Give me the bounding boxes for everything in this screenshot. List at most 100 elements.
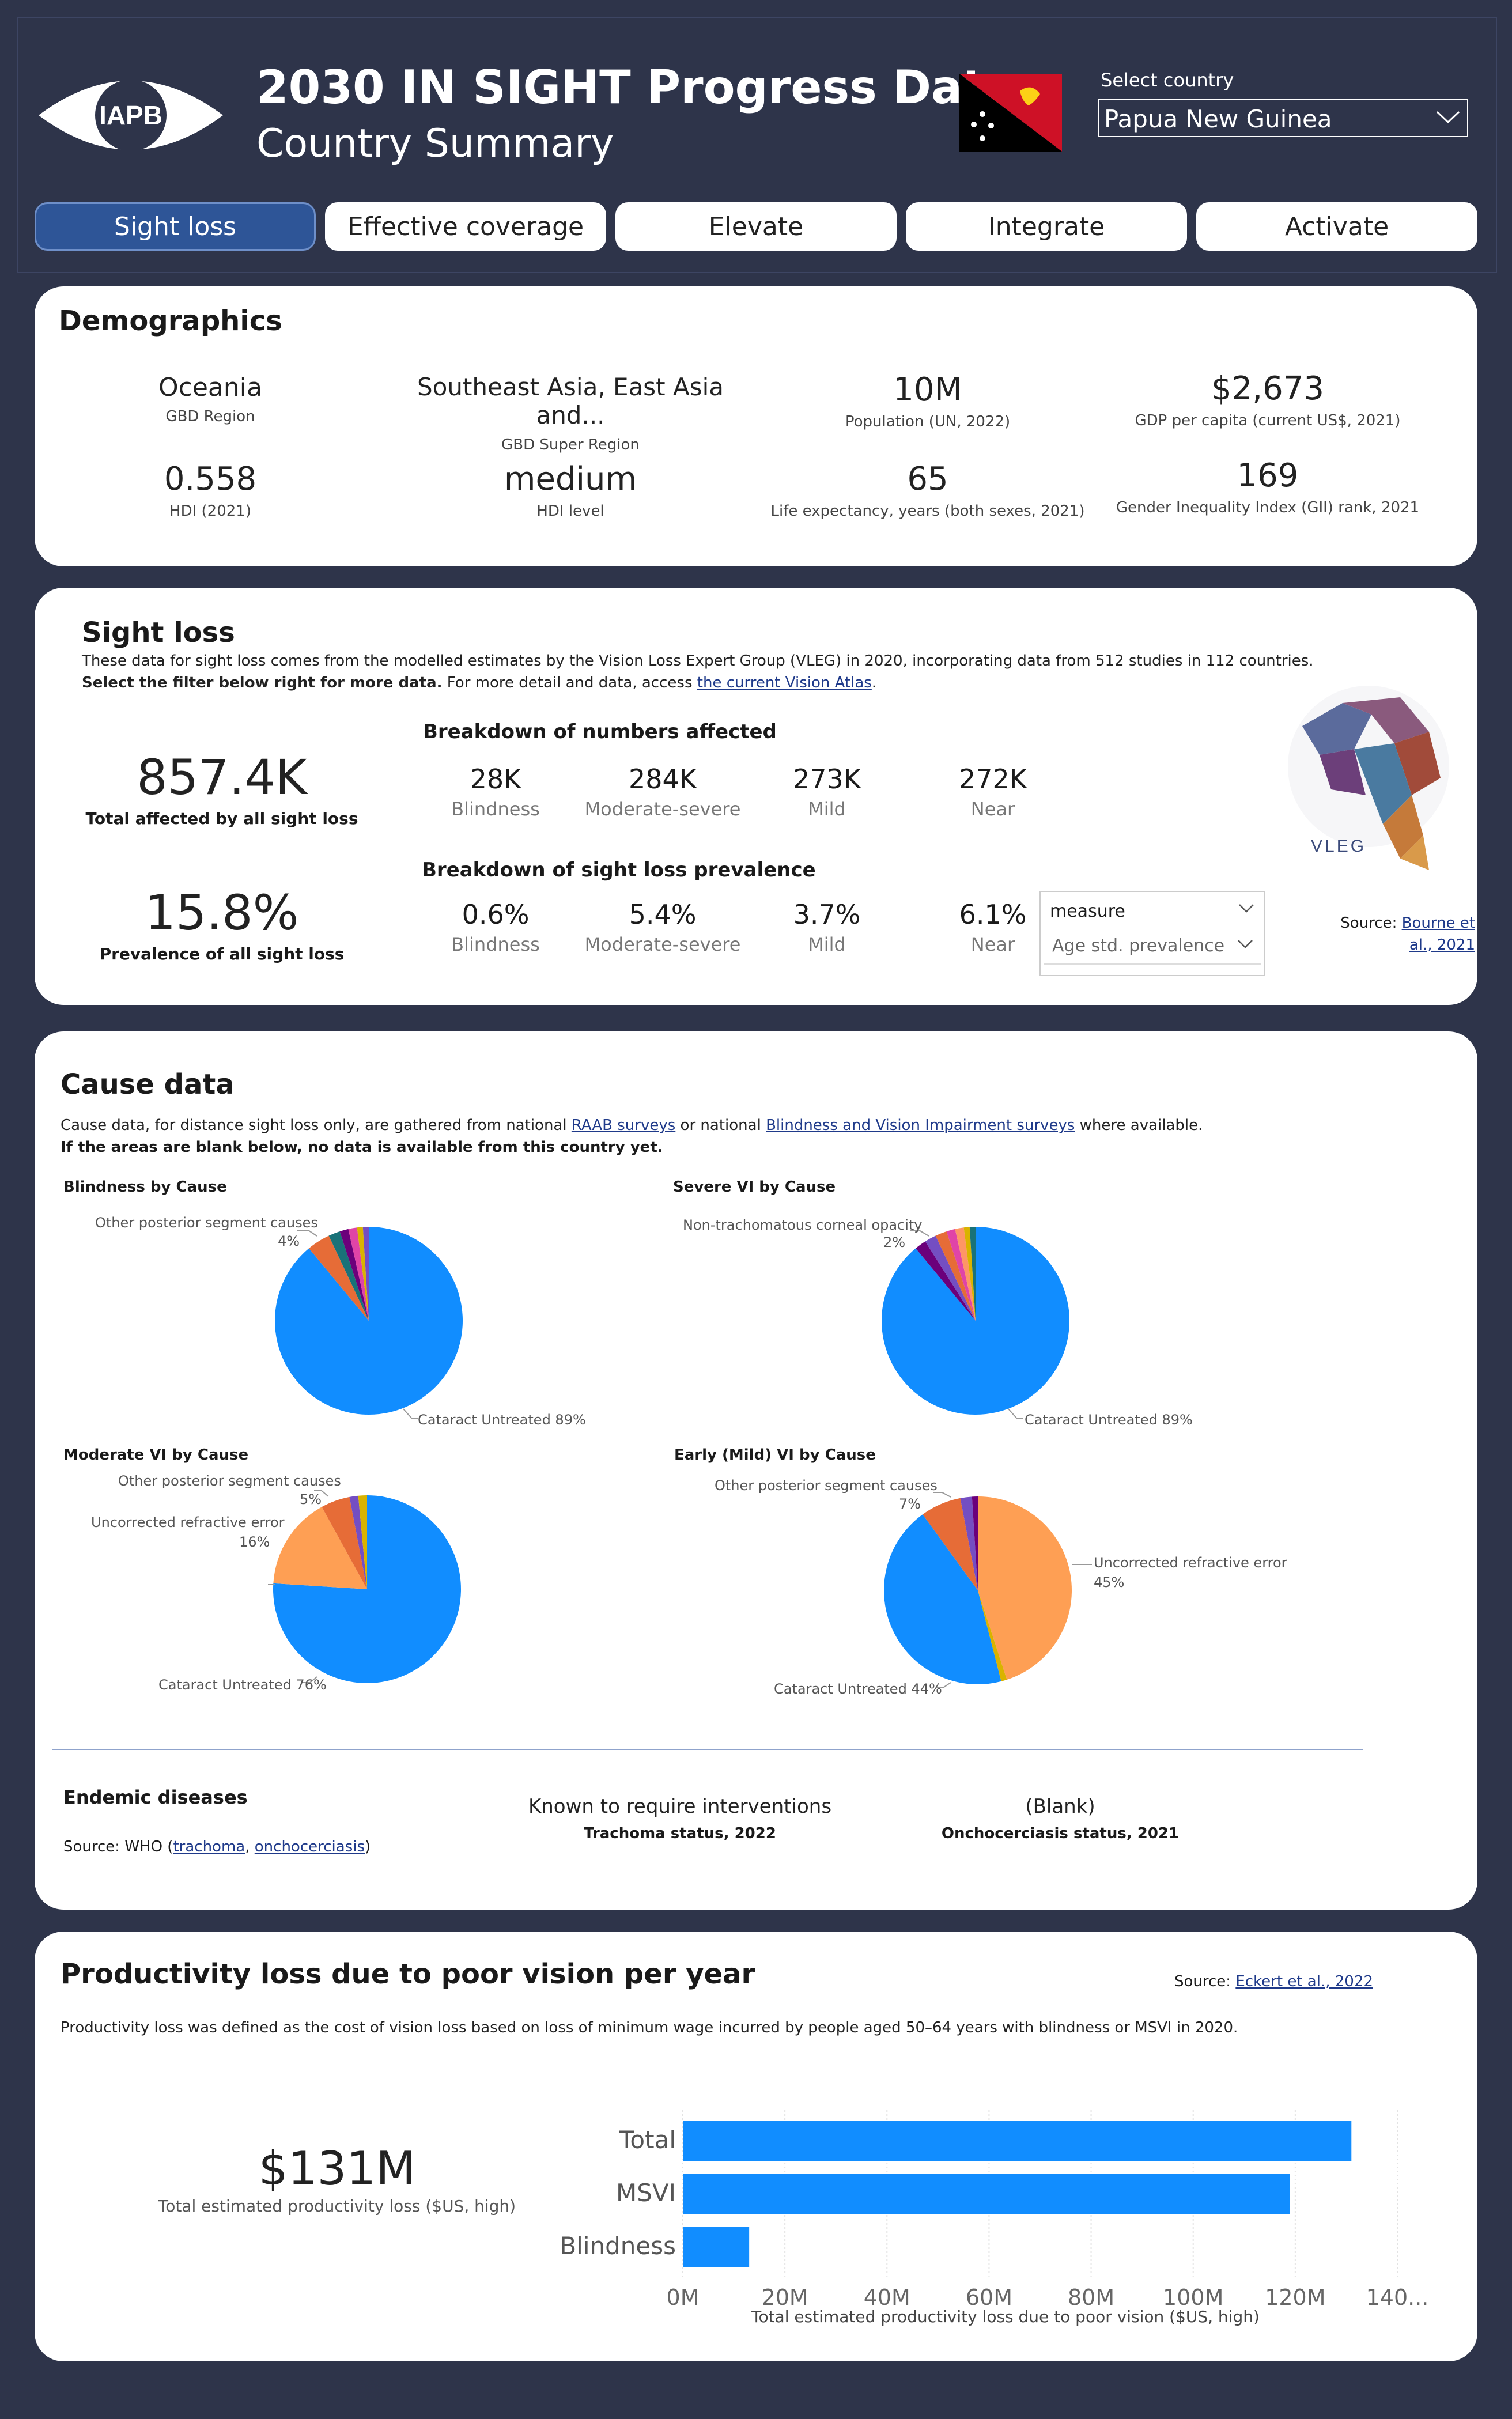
page-subtitle: Country Summary	[256, 121, 614, 167]
pie-slice	[955, 1227, 976, 1321]
productivity-source: Source: Eckert et al., 2022	[1174, 1973, 1373, 1990]
numbers-item: 273K Mild	[793, 764, 861, 820]
chevron-down-icon	[1436, 111, 1460, 124]
iapb-logo: IAPB	[39, 80, 223, 151]
bourne-link[interactable]: Bourne et	[1401, 914, 1475, 932]
sight-loss-description-2: Select the filter below right for more d…	[82, 674, 877, 691]
sight-loss-card: Sight loss These data for sight loss com…	[35, 588, 1477, 1005]
trachoma-status: Known to require interventions Trachoma …	[528, 1795, 832, 1842]
demographic-item: 65 Life expectancy, years (both sexes, 20…	[770, 460, 1085, 520]
demographic-item: 10M Population (UN, 2022)	[845, 371, 1011, 430]
trachoma-link[interactable]: trachoma	[173, 1838, 245, 1855]
y-category-label: Total	[619, 2126, 676, 2154]
productivity-card: Productivity loss due to poor vision per…	[35, 1932, 1477, 2361]
pie-slice	[884, 1514, 1001, 1684]
pie-slice	[362, 1227, 369, 1321]
demographic-item: 0.558 HDI (2021)	[164, 460, 257, 520]
demographics-card: Demographics Oceania GBD Region Southeast…	[35, 286, 1477, 566]
x-tick-label: 80M	[1068, 2285, 1114, 2310]
raab-link[interactable]: RAAB surveys	[571, 1117, 676, 1134]
sight-loss-title: Sight loss	[82, 617, 235, 649]
tab-elevate[interactable]: Elevate	[615, 202, 897, 251]
page-title: 2030 IN SIGHT Progress Data	[256, 61, 1016, 114]
x-tick-label: 140...	[1366, 2285, 1429, 2310]
pie-label: Cataract Untreated 89%	[418, 1412, 586, 1428]
pie-slice	[978, 1496, 1072, 1680]
pie-label: 7%	[899, 1496, 921, 1512]
country-select-label: Select country	[1101, 69, 1234, 91]
pie-slice	[963, 1227, 976, 1321]
pie-slice	[349, 1495, 367, 1589]
eckert-link[interactable]: Eckert et al., 2022	[1235, 1973, 1373, 1990]
y-category-label: MSVI	[616, 2179, 676, 2207]
y-category-label: Blindness	[560, 2232, 676, 2260]
endemic-source: Source: WHO (trachoma, onchocerciasis)	[63, 1838, 371, 1855]
country-select[interactable]: Papua New Guinea	[1098, 99, 1468, 137]
pie-chart-severe	[882, 1227, 1069, 1415]
country-flag	[959, 74, 1062, 152]
pie-slice	[275, 1227, 463, 1415]
pie-chart-moderate	[273, 1495, 461, 1683]
numbers-item: 28K Blindness	[451, 764, 540, 820]
demographic-item: 169 Gender Inequality Index (GII) rank, 2…	[1116, 457, 1420, 516]
bourne-link-cont[interactable]: al., 2021	[1409, 936, 1475, 954]
measure-slicer[interactable]: measure Age std. prevalence	[1040, 891, 1265, 976]
chart-title: Severe VI by Cause	[673, 1178, 836, 1196]
chevron-down-icon	[1239, 904, 1254, 913]
pie-slice	[322, 1496, 367, 1589]
vleg-globe-image: VLEG	[1288, 686, 1449, 870]
prevalence-total: 15.8% Prevalence of all sight loss	[99, 885, 345, 963]
pie-label: Cataract Untreated 76%	[158, 1677, 327, 1693]
pie-slice	[358, 1495, 367, 1589]
x-tick-label: 60M	[966, 2285, 1012, 2310]
pie-label: 45%	[1094, 1574, 1125, 1590]
numbers-title: Breakdown of numbers affected	[423, 720, 777, 743]
pie-slice	[969, 1227, 976, 1321]
pie-label: Cataract Untreated 89%	[1025, 1412, 1193, 1428]
sight-loss-source: Source: Bourne et al., 2021	[1340, 914, 1475, 954]
pie-slice	[916, 1241, 976, 1321]
sight-loss-description: These data for sight loss comes from the…	[82, 652, 1314, 670]
endemic-title: Endemic diseases	[63, 1786, 248, 1808]
tab-effective-coverage[interactable]: Effective coverage	[325, 202, 606, 251]
pie-label: 2%	[883, 1234, 906, 1250]
bar	[683, 2227, 750, 2267]
pie-slice	[972, 1496, 978, 1590]
x-tick-label: 0M	[667, 2285, 700, 2310]
measure-value: Age std. prevalence	[1052, 936, 1225, 956]
vision-atlas-link[interactable]: the current Vision Atlas	[697, 674, 872, 691]
demographic-item: medium HDI level	[504, 460, 637, 520]
pie-chart-blindness	[275, 1227, 463, 1415]
pie-slice	[978, 1590, 1007, 1681]
pie-slice	[328, 1231, 369, 1321]
pie-slice	[273, 1507, 367, 1589]
onchocerciasis-status: (Blank) Onchocerciasis status, 2021	[941, 1795, 1180, 1842]
productivity-bar-chart: 0M 20M 40M 60M 80M 100M 120M 140... Total MSVI Bli…	[560, 2110, 1429, 2310]
pie-label: 4%	[278, 1233, 300, 1249]
pie-label: Other posterior segment causes	[118, 1473, 341, 1489]
chart-title: Blindness by Cause	[63, 1178, 227, 1196]
pie-leader-lines	[268, 1230, 1092, 1688]
pie-slice	[309, 1235, 369, 1321]
pie-slice	[339, 1229, 369, 1321]
pie-label: 16%	[239, 1534, 270, 1550]
productivity-description: Productivity loss was defined as the cos…	[61, 2019, 1238, 2036]
onchocerciasis-link[interactable]: onchocerciasis	[254, 1838, 365, 1855]
prevalence-item: 3.7% Mild	[793, 899, 861, 955]
productivity-total: $131M Total estimated productivity loss …	[158, 2142, 516, 2216]
pie-slice	[357, 1227, 369, 1321]
tab-activate[interactable]: Activate	[1196, 202, 1477, 251]
cause-data-card: Cause data Cause data, for distance sigh…	[35, 1031, 1477, 1910]
tab-integrate[interactable]: Integrate	[906, 202, 1187, 251]
pie-chart-mild	[884, 1496, 1072, 1684]
pie-slice	[925, 1235, 976, 1321]
chevron-down-icon	[1238, 940, 1253, 948]
measure-dropdown[interactable]: Age std. prevalence	[1044, 929, 1261, 965]
pie-label: Other posterior segment causes	[95, 1215, 318, 1231]
bvi-link[interactable]: Blindness and Vision Impairment surveys	[766, 1117, 1075, 1134]
prevalence-item: 5.4% Moderate-severe	[584, 899, 741, 955]
numbers-item: 272K Near	[959, 764, 1027, 820]
tab-sight-loss[interactable]: Sight loss	[35, 202, 316, 251]
x-tick-label: 20M	[762, 2285, 808, 2310]
total-affected: 857.4K Total affected by all sight loss	[85, 749, 358, 828]
